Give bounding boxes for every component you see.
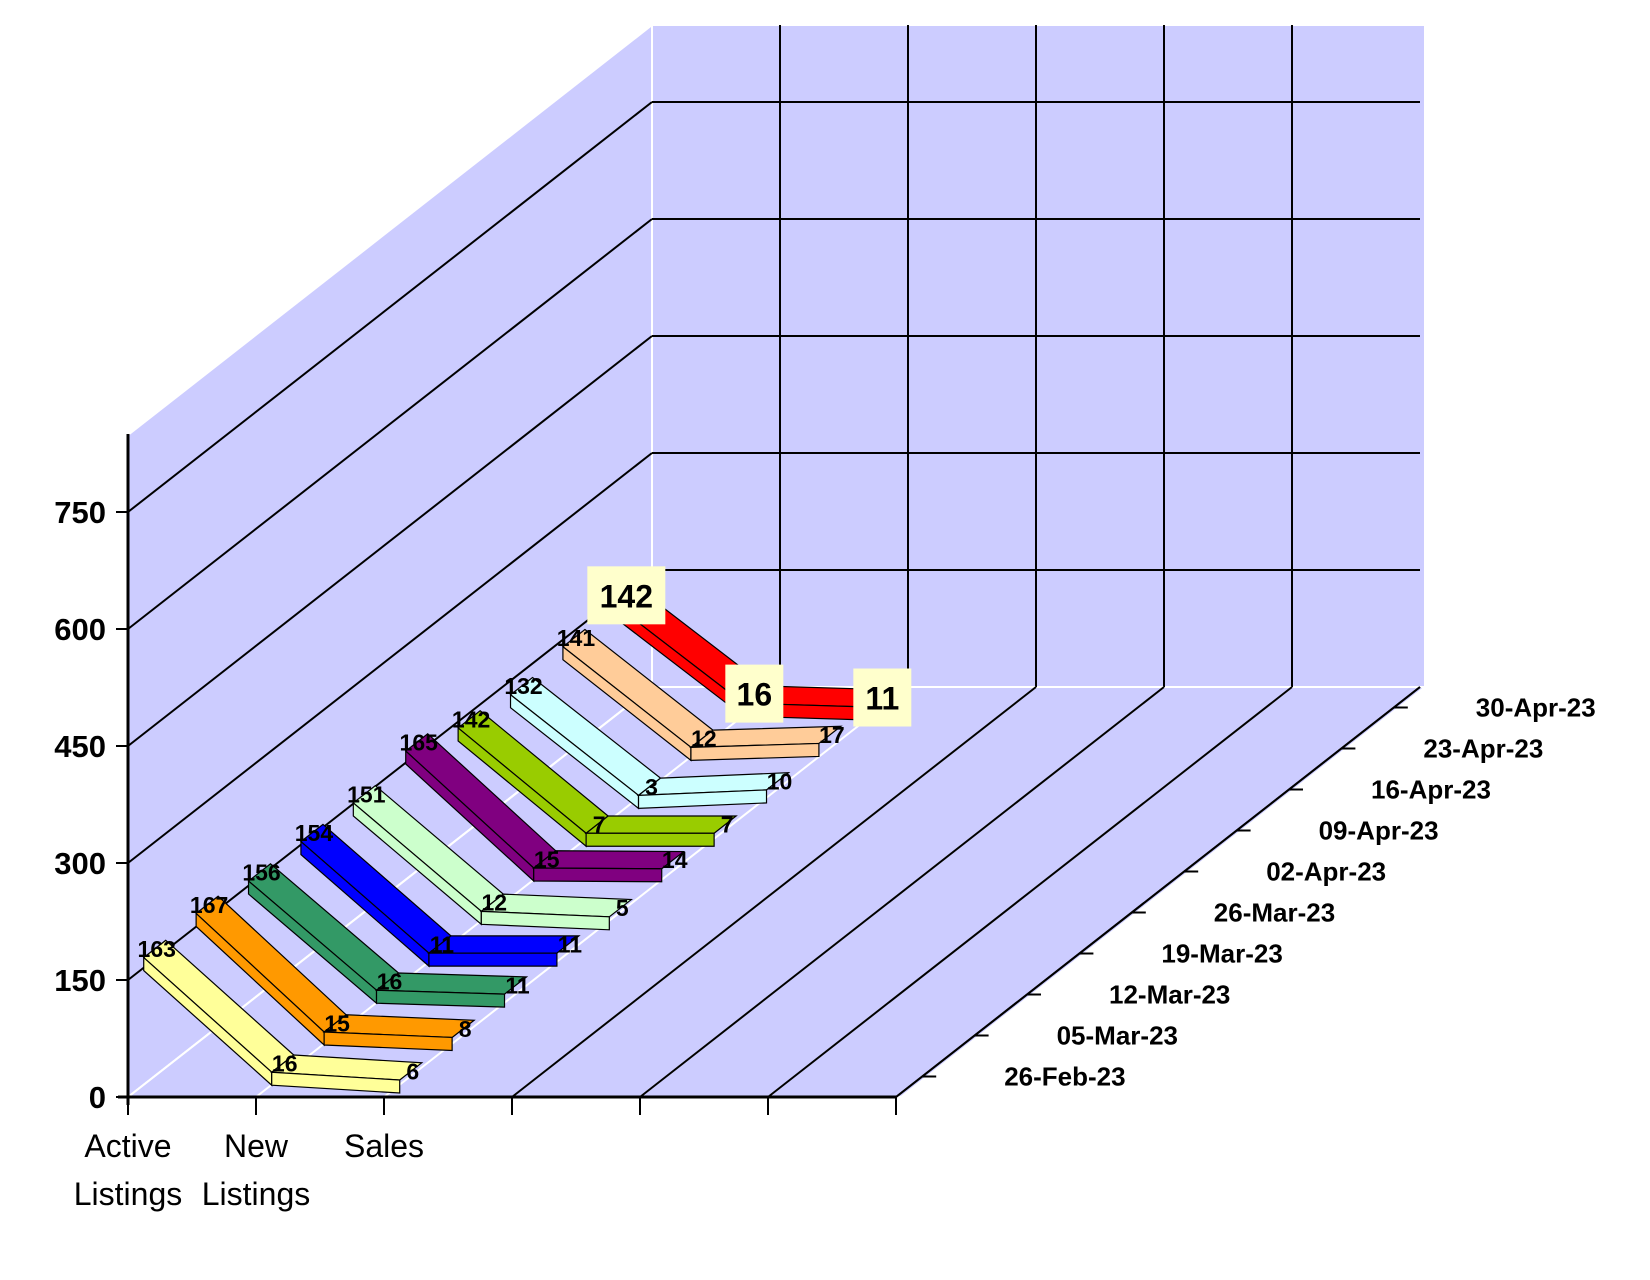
- series-line: 165 15 14: [400, 729, 688, 883]
- back-wall: [651, 24, 1426, 688]
- series-date-label: 16-Apr-23: [1371, 775, 1491, 805]
- data-label: 6: [406, 1058, 419, 1084]
- series-line: 156 16 11: [242, 859, 530, 1008]
- data-label: 163: [138, 936, 176, 962]
- series-date-label: 02-Apr-23: [1266, 857, 1386, 887]
- y-tick-label: 300: [54, 846, 106, 881]
- series-line: 142 7 7: [452, 706, 738, 848]
- x-category-label-line2: Listings: [74, 1176, 183, 1212]
- data-label: 16: [377, 969, 403, 995]
- series-date-labels: 26-Feb-23 05-Mar-23 12-Mar-23 19-Mar-23 26-M…: [922, 693, 1596, 1092]
- series-date-label: 30-Apr-23: [1476, 693, 1596, 723]
- y-tick-label: 600: [54, 612, 106, 647]
- series-date-label: 23-Apr-23: [1423, 734, 1543, 764]
- data-label: 11: [430, 932, 455, 958]
- data-label-box: [587, 566, 666, 625]
- y-tick-label: 450: [54, 729, 106, 764]
- data-label: 142: [600, 578, 653, 614]
- data-label: 7: [721, 812, 734, 838]
- series-date-label: 19-Mar-23: [1161, 939, 1282, 969]
- floor-gridline-dark: [511, 686, 1037, 1098]
- data-label: 141: [557, 625, 596, 651]
- data-label: 12: [482, 890, 508, 916]
- side-wall-gridline: [127, 218, 653, 630]
- data-label: 16: [272, 1051, 298, 1077]
- floor-gridline-dark: [767, 686, 1293, 1098]
- axes: [116, 434, 1421, 1115]
- y-axis-tick-labels: 0 150 300 450 600 750: [54, 495, 106, 1115]
- series-line: 132 3 10: [504, 673, 793, 810]
- data-label: 15: [324, 1010, 350, 1036]
- series-date-label: 26-Feb-23: [1004, 1062, 1125, 1092]
- series-segment: [533, 867, 663, 883]
- data-label: 15: [534, 846, 560, 872]
- y-tick-label: 0: [89, 1080, 106, 1115]
- floor-gridline: [383, 686, 909, 1098]
- series-segment: [271, 1071, 401, 1094]
- data-label: 132: [504, 673, 542, 699]
- floor-gridline-dark: [639, 686, 1165, 1098]
- data-label: 7: [593, 812, 606, 838]
- x-axis-category-labels: Active Listings New Listings Sales: [74, 1128, 424, 1212]
- side-wall-gridline: [127, 452, 653, 864]
- series-date-label: 09-Apr-23: [1319, 816, 1439, 846]
- series-segment: [690, 742, 820, 761]
- side-wall-gridline: [127, 335, 653, 747]
- series-line: 167 15 8: [190, 892, 476, 1052]
- data-label: 14: [662, 847, 688, 873]
- series-line: 154 11 11: [295, 820, 583, 968]
- data-label: 12: [691, 726, 717, 752]
- y-tick-label: 750: [54, 495, 106, 530]
- data-label: 5: [616, 895, 629, 921]
- series-segment: [428, 952, 558, 967]
- data-label: 167: [190, 892, 228, 918]
- data-label: 142: [452, 706, 490, 732]
- data-label: 3: [645, 774, 658, 800]
- series-line: 163 16 6: [138, 936, 424, 1094]
- x-category-label-line1: Sales: [344, 1128, 424, 1164]
- series-date-label: 26-Mar-23: [1214, 898, 1335, 928]
- series-segment: [480, 910, 610, 931]
- series-segment: [323, 1031, 453, 1052]
- side-wall-gridline: [127, 101, 653, 513]
- data-label: 165: [400, 729, 439, 755]
- data-label: 11: [865, 681, 899, 717]
- series-segment-top: [584, 815, 738, 834]
- x-category-label-line1: Active: [84, 1128, 171, 1164]
- data-label: 10: [767, 768, 793, 794]
- x-category-label-line2: Listings: [202, 1176, 311, 1212]
- x-category-label-line1: New: [224, 1128, 289, 1164]
- data-label-box: [725, 664, 784, 723]
- series-date-label: 12-Mar-23: [1109, 980, 1230, 1010]
- data-label: 8: [459, 1016, 472, 1042]
- series-date-label: 05-Mar-23: [1057, 1021, 1178, 1051]
- data-label: 11: [505, 973, 530, 999]
- data-label: 151: [347, 781, 386, 807]
- data-label: 17: [819, 722, 845, 748]
- y-tick-label: 150: [54, 963, 106, 998]
- data-label-box: [853, 668, 912, 727]
- data-label: 156: [242, 859, 280, 885]
- data-label: 16: [737, 677, 773, 713]
- series-segment: [585, 832, 715, 847]
- series-segment: [637, 789, 768, 809]
- data-label: 11: [558, 932, 583, 958]
- series-line: 142 16 11: [587, 566, 912, 727]
- data-label: 154: [295, 820, 334, 846]
- series-line: 141 12 17: [557, 625, 845, 762]
- series-line: 151 12 5: [347, 781, 633, 931]
- depth-axis-line: [895, 686, 1421, 1098]
- series-segment: [375, 989, 506, 1008]
